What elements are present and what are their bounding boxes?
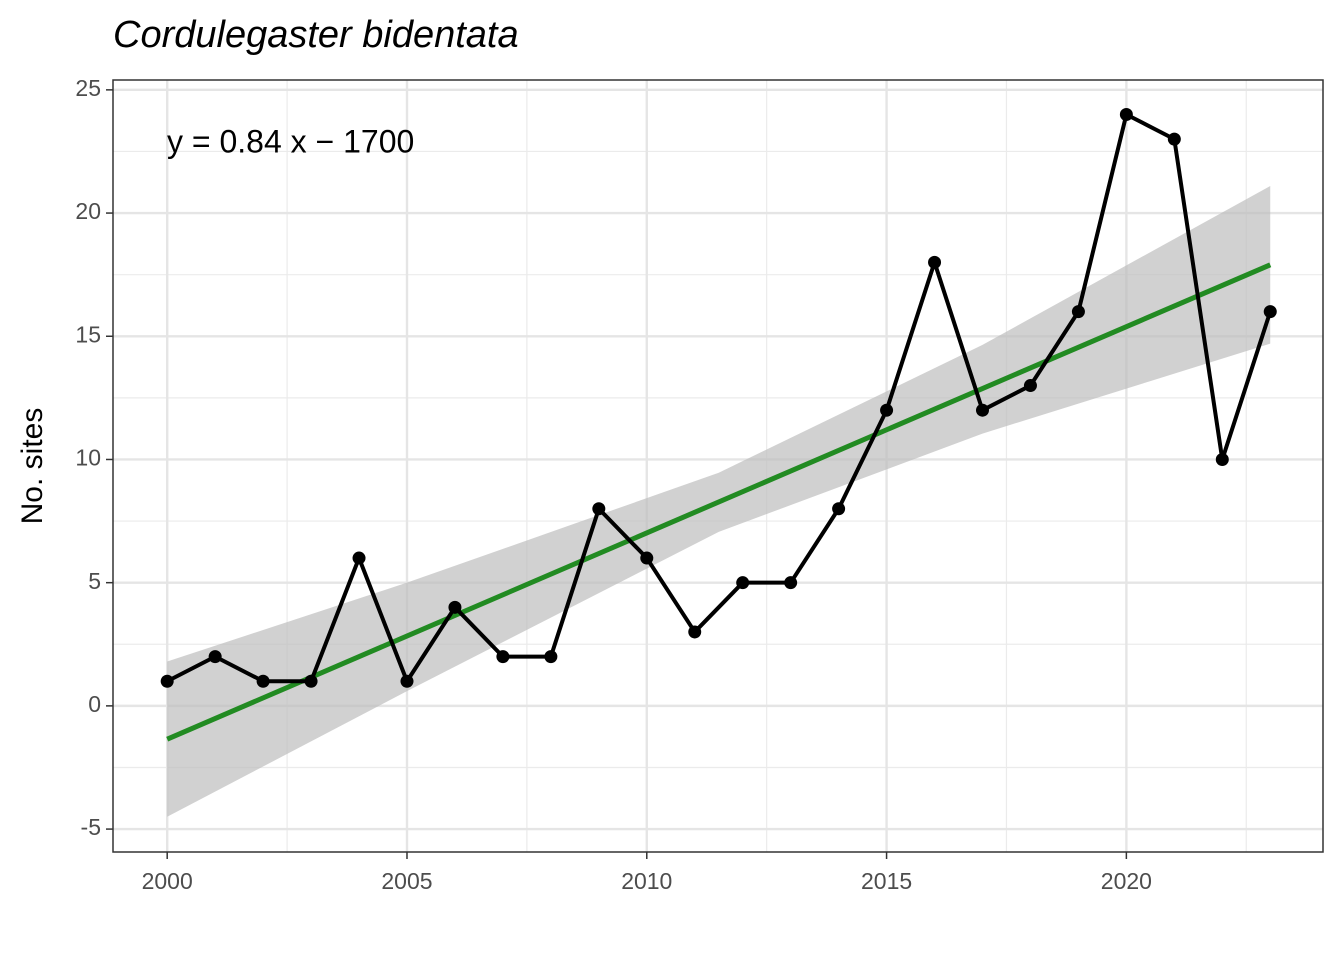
plot-border	[112, 79, 1324, 853]
annotation: y = 0.84 x − 1700	[167, 123, 414, 159]
data-point	[592, 502, 606, 516]
data-point	[1167, 132, 1181, 146]
data-line	[166, 112, 1273, 684]
data-point	[256, 674, 270, 688]
data-point	[304, 674, 318, 688]
data-point	[784, 576, 798, 590]
data-point	[1215, 452, 1229, 466]
data-point	[400, 674, 414, 688]
data-point	[1119, 107, 1133, 121]
y-tick-label: 15	[75, 321, 101, 347]
fit-line	[166, 262, 1272, 742]
data-point	[448, 600, 462, 614]
data-point	[736, 576, 750, 590]
x-tick-label: 2000	[142, 868, 193, 894]
y-tick-label: 10	[75, 445, 101, 471]
data-point	[688, 625, 702, 639]
data-point	[1023, 379, 1037, 393]
data-point	[1071, 305, 1085, 319]
data-point	[160, 674, 174, 688]
y-tick-label: 20	[75, 198, 101, 224]
data-point	[832, 502, 846, 516]
x-tick-label: 2020	[1101, 868, 1152, 894]
y-axis-label: No. sites	[16, 408, 49, 525]
data-point	[1263, 305, 1277, 319]
data-point	[640, 551, 654, 565]
data-point	[544, 650, 558, 664]
x-tick-label: 2010	[621, 868, 672, 894]
data-point	[880, 403, 894, 417]
data-point	[352, 551, 366, 565]
x-tick-label: 2005	[381, 868, 432, 894]
x-tick-label: 2015	[861, 868, 912, 894]
data-point	[208, 650, 222, 664]
data-point	[496, 650, 510, 664]
chart-title: Cordulegaster bidentata	[113, 14, 519, 56]
y-tick-label: 0	[88, 691, 101, 717]
y-tick-label: 25	[75, 75, 101, 101]
y-tick-label: 5	[88, 568, 101, 594]
data-point	[975, 403, 989, 417]
y-tick-label: -5	[81, 814, 101, 840]
data-point	[928, 255, 942, 269]
